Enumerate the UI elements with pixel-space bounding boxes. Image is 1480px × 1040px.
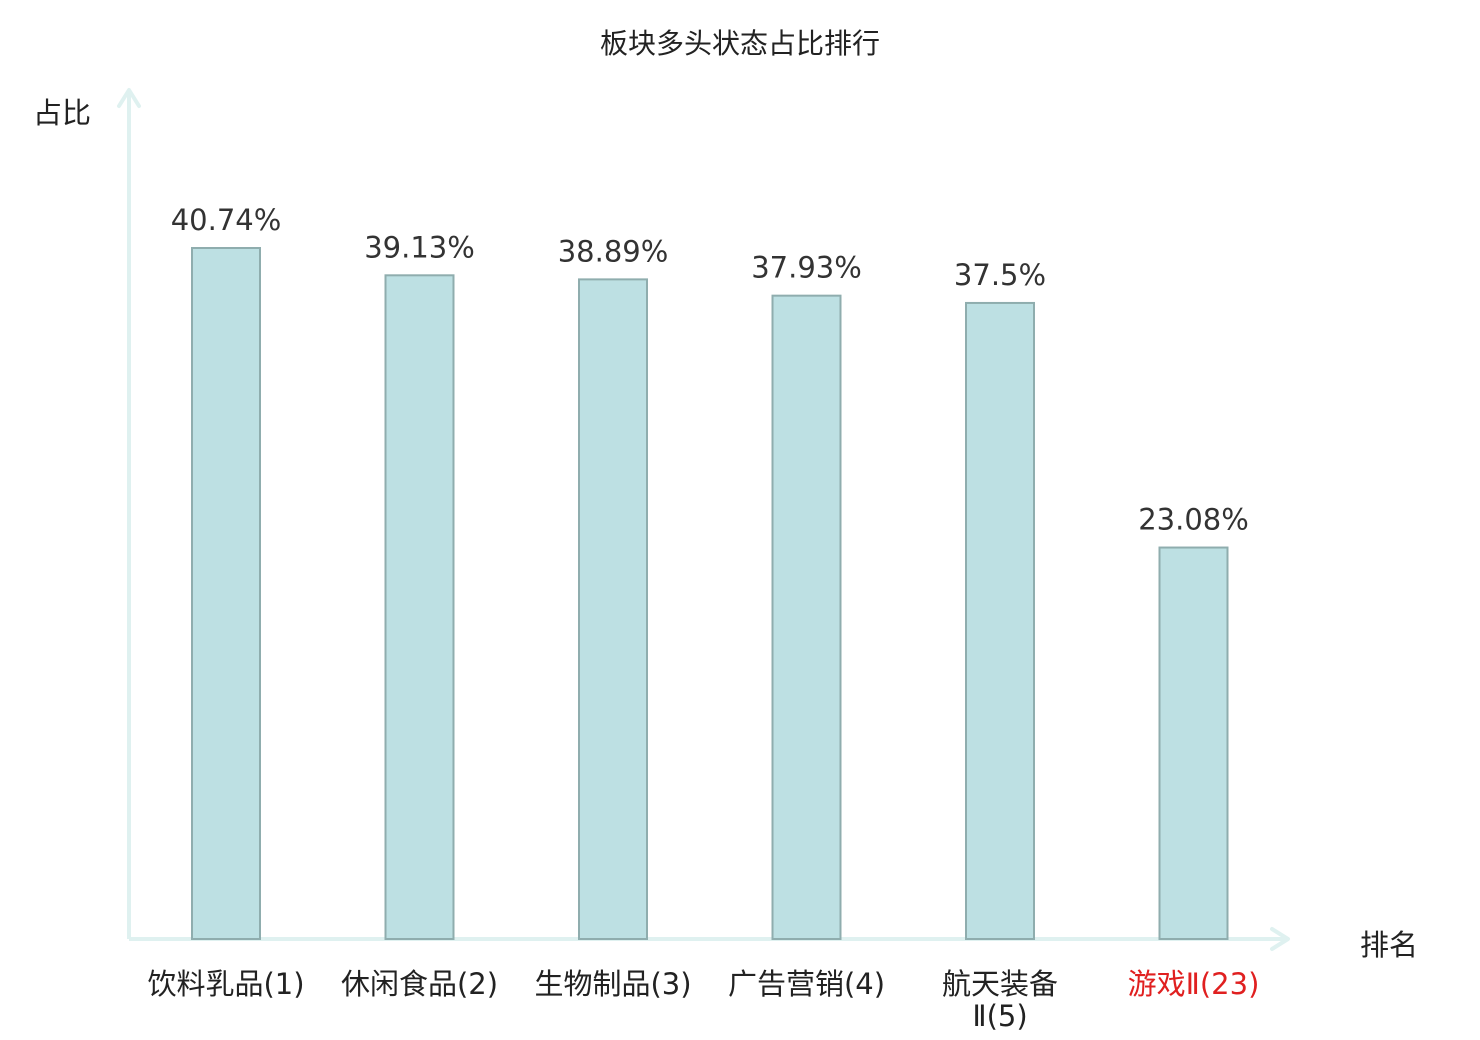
y-axis-arrow (117, 88, 141, 108)
x-tick-label: 游戏Ⅱ(23) (1128, 967, 1260, 1001)
bar (771, 294, 842, 940)
x-tick-label-line: Ⅱ(5) (972, 999, 1027, 1033)
x-tick-label-line: 航天装备 (942, 967, 1058, 1001)
data-label: 37.93% (751, 251, 862, 285)
data-label: 40.74% (171, 203, 282, 237)
x-tick-label-line: 广告营销(4) (728, 967, 885, 1001)
x-tick-label-line: 休闲食品(2) (341, 967, 498, 1001)
bar (384, 274, 455, 940)
x-axis-arrow (1270, 927, 1290, 951)
x-tick-label: 广告营销(4) (728, 967, 885, 1001)
x-tick-label: 航天装备 Ⅱ(5) (942, 967, 1058, 1033)
bar (578, 278, 648, 941)
x-axis-label: 排名 (1360, 928, 1419, 962)
x-tick-label-line: 饮料乳品(1) (147, 967, 304, 1001)
chart-title: 板块多头状态占比排行 (599, 27, 880, 60)
bar (1158, 546, 1229, 940)
y-axis-label: 占比 (33, 96, 92, 130)
data-label: 23.08% (1138, 503, 1249, 537)
data-label: 37.5% (954, 258, 1046, 292)
x-tick-label: 生物制品(3) (534, 967, 691, 1001)
data-label: 38.89% (558, 234, 669, 268)
x-tick-label: 饮料乳品(1) (147, 967, 304, 1001)
bar (965, 301, 1035, 940)
x-tick-label: 休闲食品(2) (341, 967, 498, 1001)
x-tick-label-line: 游戏Ⅱ(23) (1128, 967, 1260, 1001)
bar (191, 247, 261, 940)
data-label: 39.13% (364, 230, 475, 264)
x-tick-label-line: 生物制品(3) (534, 967, 691, 1001)
